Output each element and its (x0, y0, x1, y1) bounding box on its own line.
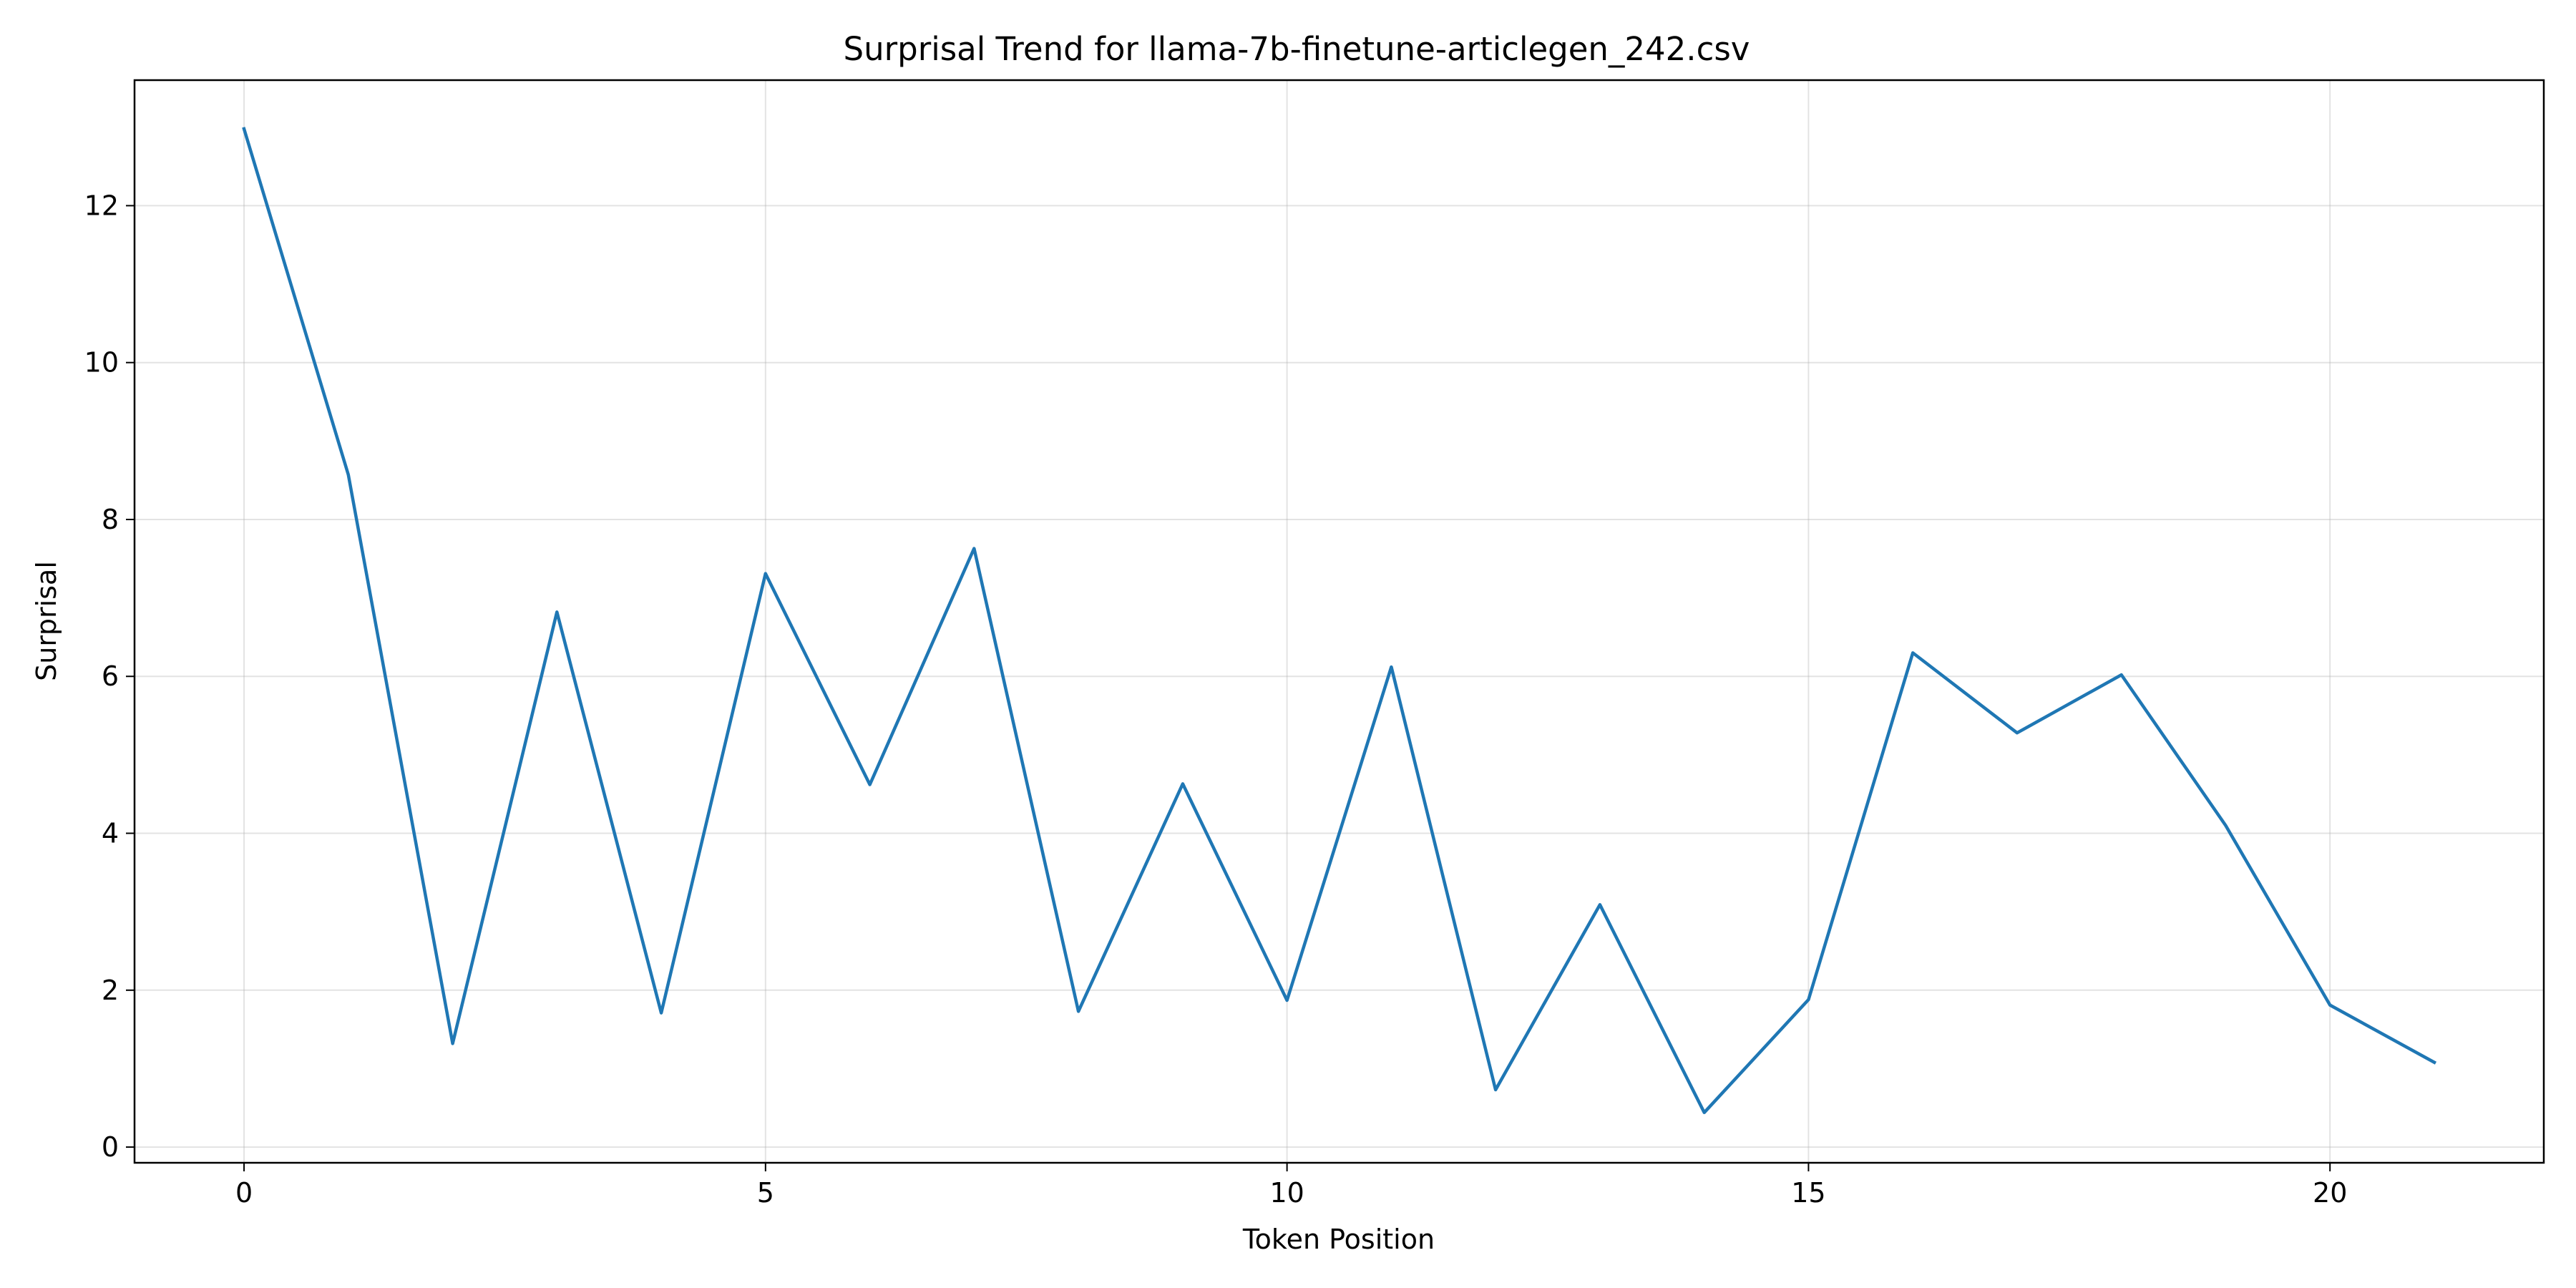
y-tick-label: 10 (84, 347, 119, 379)
y-tick-label: 0 (102, 1131, 119, 1163)
plot-frame (133, 79, 2545, 1164)
y-tick-label: 4 (102, 818, 119, 849)
x-tick-label: 15 (1791, 1177, 1825, 1209)
x-tick-label: 0 (235, 1177, 253, 1209)
grid (135, 80, 2544, 1163)
chart-title: Surprisal Trend for llama-7b-finetune-ar… (844, 30, 1750, 68)
y-tick-label: 8 (102, 504, 119, 535)
y-tick-label: 6 (102, 660, 119, 692)
y-axis-label: Surprisal (31, 561, 62, 681)
series-layer (242, 127, 2437, 1115)
x-tick-label: 10 (1269, 1177, 1304, 1209)
x-axis-label: Token Position (1242, 1224, 1435, 1255)
x-tick-label: 5 (757, 1177, 774, 1209)
y-tick-label: 2 (102, 975, 119, 1006)
series-line (242, 127, 2437, 1115)
ticks: 0 5 10 15 20 0 2 4 6 8 10 12 (84, 190, 2348, 1209)
x-tick-label: 20 (2313, 1177, 2347, 1209)
y-tick-label: 12 (84, 190, 119, 221)
